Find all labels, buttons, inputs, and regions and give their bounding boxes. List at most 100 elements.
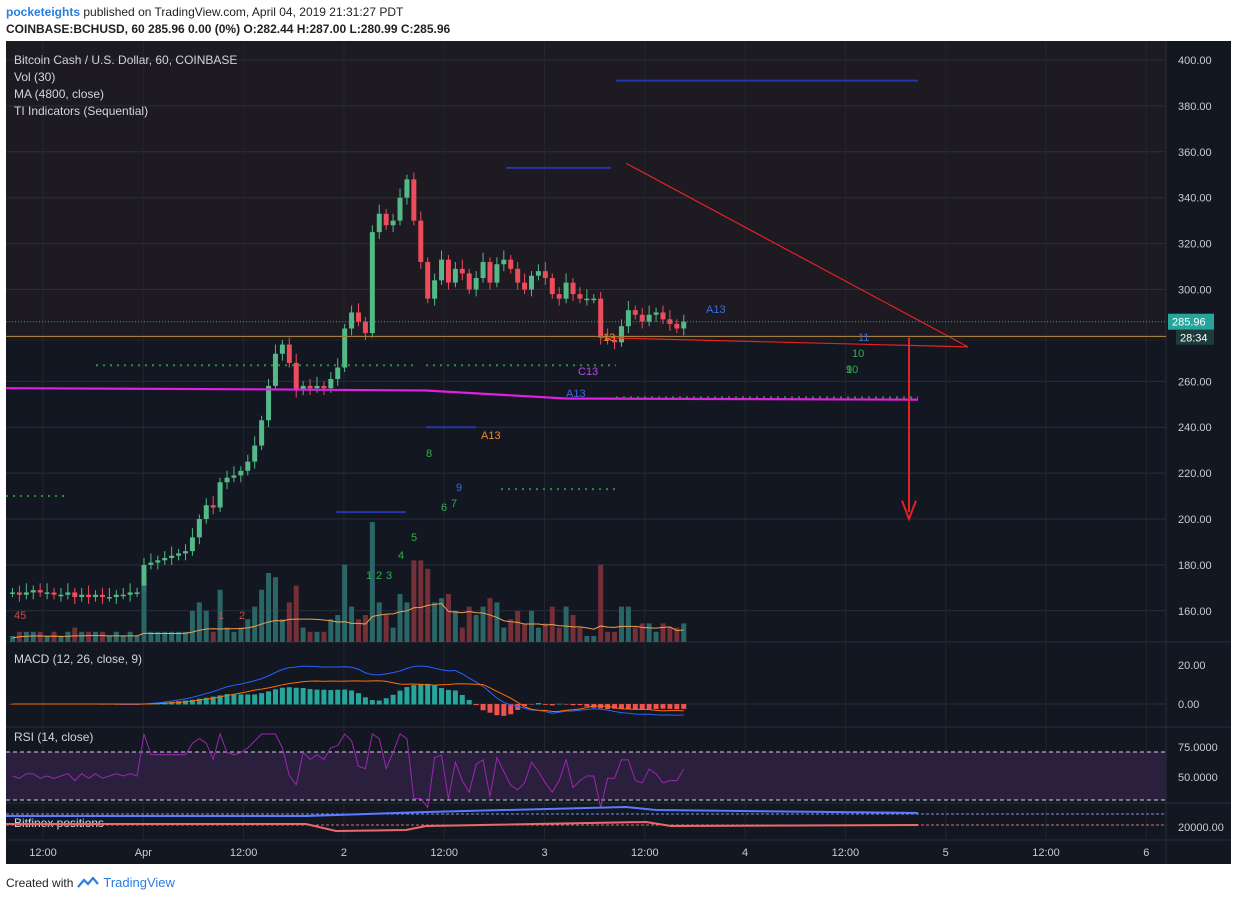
- volume-bar: [44, 636, 50, 642]
- macd-histogram-bar: [425, 683, 431, 705]
- candle-body: [480, 261, 486, 279]
- macd-histogram-bar: [217, 695, 223, 705]
- volume-bar: [293, 585, 299, 642]
- volume-bar: [279, 619, 285, 642]
- candle-body: [300, 385, 306, 391]
- candle-body: [176, 553, 182, 556]
- macd-histogram-bar: [535, 703, 541, 705]
- macd-histogram-bar: [439, 688, 445, 705]
- candle-body: [618, 326, 624, 343]
- macd-histogram-bar: [362, 697, 368, 705]
- macd-histogram-bar: [563, 704, 569, 705]
- publish-info: pocketeights published on TradingView.co…: [6, 5, 403, 19]
- descending-trendline: [625, 162, 969, 348]
- tradingview-brand[interactable]: TradingView: [103, 875, 175, 890]
- sequential-count-label: 2: [239, 610, 245, 622]
- macd-histogram-bar: [210, 696, 216, 705]
- countdown-tag: [1176, 329, 1214, 345]
- macd-tick-label: 0.00: [1178, 699, 1199, 711]
- candle-body: [307, 385, 313, 389]
- sequential-count-label: 10: [846, 364, 858, 376]
- volume-bar: [224, 627, 230, 642]
- candle-body: [106, 597, 112, 599]
- volume-bar: [480, 606, 486, 642]
- volume-bar: [176, 631, 182, 642]
- sequential-count-label: 5: [411, 532, 417, 544]
- volume-bar: [383, 615, 389, 642]
- bar-countdown-label: 28:34: [1180, 333, 1208, 345]
- candle-body: [653, 312, 659, 315]
- candle-body: [549, 278, 555, 295]
- volume-bar: [79, 631, 85, 642]
- candle-body: [390, 220, 396, 226]
- candle-body: [542, 271, 548, 279]
- macd-signal-line: [12, 680, 684, 713]
- macd-histogram-bar: [515, 704, 521, 710]
- volume-bar: [362, 615, 368, 642]
- created-with-label: Created with: [6, 875, 74, 890]
- macd-histogram-bar: [542, 704, 548, 705]
- macd-histogram-bar: [549, 704, 555, 706]
- candle-body: [570, 282, 576, 295]
- volume-bar: [231, 631, 237, 642]
- candle-body: [51, 592, 57, 595]
- macd-histogram-bar: [646, 704, 652, 710]
- candle-body: [432, 280, 438, 299]
- candle-body: [16, 592, 22, 595]
- candle-body: [529, 275, 534, 290]
- volume-bar: [93, 631, 99, 642]
- volume-bar: [660, 623, 666, 642]
- candle-body: [155, 560, 161, 563]
- candle-body: [65, 592, 71, 595]
- price-tick-label: 300.00: [1178, 285, 1212, 297]
- macd-histogram-bar: [501, 704, 507, 716]
- macd-histogram-bar: [307, 689, 313, 705]
- volume-bar: [439, 598, 445, 642]
- sequential-count-label: A13: [481, 430, 501, 442]
- macd-histogram-bar: [238, 694, 244, 705]
- volume-bar: [612, 631, 618, 642]
- volume-bar: [23, 631, 29, 642]
- macd-histogram-bar: [529, 704, 534, 705]
- ma-legend: MA (4800, close): [14, 87, 104, 101]
- rsi-tick-label: 75.0000: [1178, 742, 1218, 754]
- price-tick-label: 340.00: [1178, 193, 1212, 205]
- price-chart[interactable]: 400.00380.00360.00340.00320.00300.00280.…: [6, 41, 1231, 864]
- macd-histogram-bar: [653, 704, 659, 710]
- candle-body: [376, 213, 382, 233]
- volume-bar: [625, 606, 631, 642]
- candle-body: [445, 259, 451, 283]
- macd-histogram-bar: [459, 694, 465, 705]
- macd-histogram-bar: [480, 704, 486, 711]
- candle-body: [404, 179, 410, 198]
- candle-body: [99, 594, 105, 598]
- volume-bar: [632, 627, 638, 642]
- volume-bar: [196, 602, 202, 642]
- time-tick-label: 12:00: [29, 847, 57, 859]
- volume-bar: [390, 627, 396, 642]
- candle-body: [411, 179, 417, 221]
- price-tick-label: 320.00: [1178, 239, 1212, 251]
- volume-bar: [210, 631, 216, 642]
- volume-bar: [535, 627, 541, 642]
- ohlc-line: COINBASE:BCHUSD, 60 285.96 0.00 (0%) O:2…: [6, 22, 451, 36]
- time-tick-label: Apr: [135, 847, 152, 859]
- chart-container[interactable]: 400.00380.00360.00340.00320.00300.00280.…: [6, 41, 1231, 864]
- volume-bar: [148, 631, 154, 642]
- macd-histogram-bar: [584, 704, 590, 707]
- candle-body: [522, 282, 528, 290]
- volume-bar: [618, 606, 624, 642]
- candle-body: [238, 470, 244, 476]
- macd-histogram-bar: [404, 687, 410, 705]
- macd-histogram-bar: [577, 704, 583, 706]
- candle-body: [612, 339, 618, 343]
- volume-bar: [99, 631, 105, 642]
- macd-histogram-bar: [508, 704, 514, 715]
- author-link[interactable]: pocketeights: [6, 5, 81, 19]
- volume-bar: [404, 602, 410, 642]
- time-tick-label: 12:00: [631, 847, 659, 859]
- candle-body: [224, 477, 230, 483]
- candle-body: [660, 312, 666, 320]
- volume-bar: [376, 602, 382, 642]
- volume-bar: [286, 602, 292, 642]
